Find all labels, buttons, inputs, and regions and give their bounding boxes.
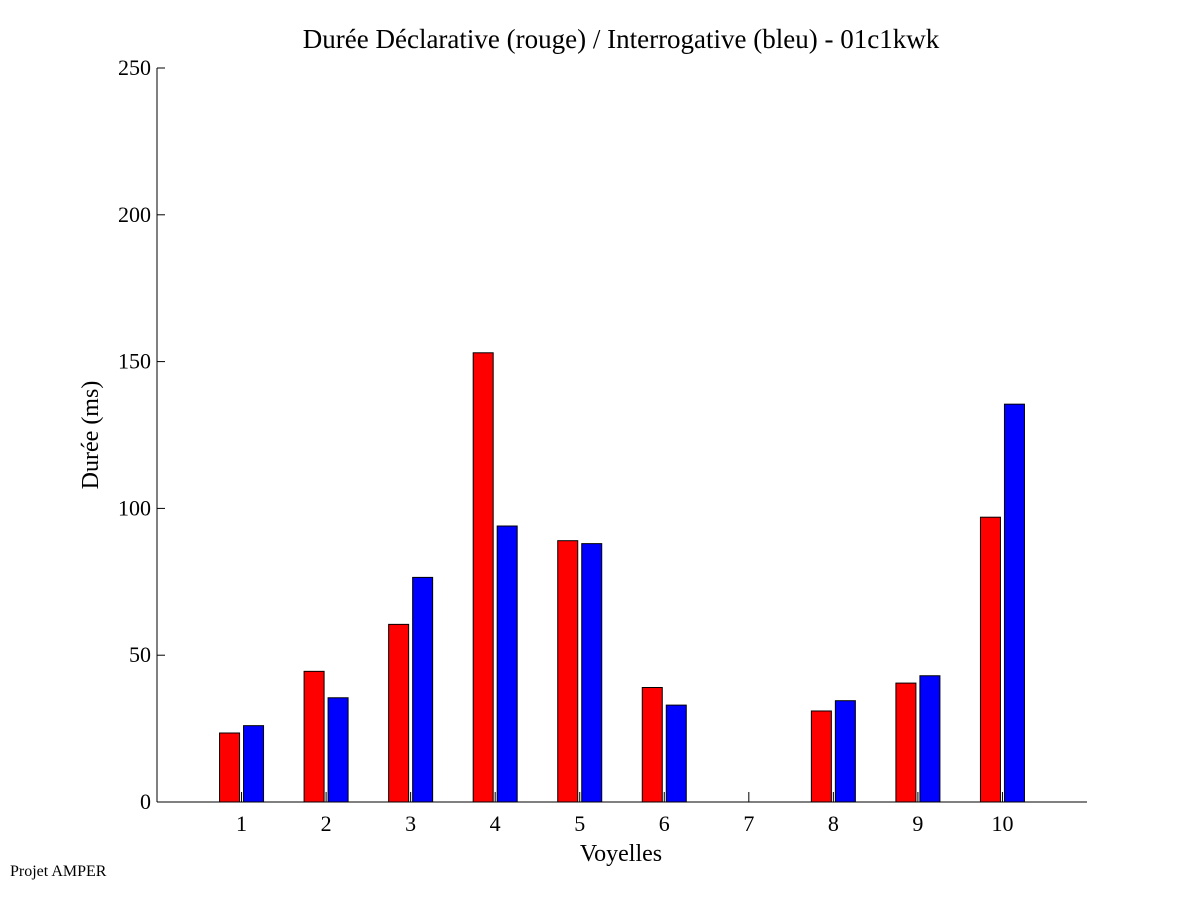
y-axis-label: Durée (ms) xyxy=(78,381,104,490)
bar-interrogative xyxy=(834,700,856,803)
bar-declarative xyxy=(557,540,579,803)
y-tick-label: 250 xyxy=(118,55,151,80)
x-tick-label: 5 xyxy=(574,811,585,836)
bar-interrogative xyxy=(412,576,434,803)
bar-interrogative xyxy=(665,704,687,803)
y-tick-label: 100 xyxy=(118,495,151,520)
bar-declarative xyxy=(219,732,241,803)
plot-area: 0 50 100 150 200 250 1 2 3 4 5 6 7 8 9 10 xyxy=(118,55,1087,836)
bar-declarative xyxy=(472,352,494,803)
y-tick-label: 200 xyxy=(118,202,151,227)
chart-title: Durée Déclarative (rouge) / Interrogativ… xyxy=(303,24,940,54)
bar-interrogative xyxy=(919,675,941,803)
bar-declarative xyxy=(895,682,917,803)
bar-interrogative xyxy=(327,697,349,803)
x-tick-label: 1 xyxy=(236,811,247,836)
bar-declarative xyxy=(388,623,410,803)
x-tick-label: 7 xyxy=(743,811,754,836)
x-tick-label: 2 xyxy=(321,811,332,836)
bar-interrogative xyxy=(1003,403,1025,803)
footer-note: Projet AMPER xyxy=(10,863,107,880)
x-tick-label: 3 xyxy=(405,811,416,836)
x-tick-label: 6 xyxy=(659,811,670,836)
x-tick-label: 8 xyxy=(828,811,839,836)
bar-interrogative xyxy=(243,725,265,803)
x-axis-label: Voyelles xyxy=(580,841,662,867)
bar-declarative xyxy=(641,686,663,803)
bar-declarative xyxy=(810,710,832,803)
x-tick-label: 10 xyxy=(991,811,1013,836)
y-tick-label: 50 xyxy=(129,642,151,667)
x-tick-label: 4 xyxy=(490,811,501,836)
x-tick-label: 9 xyxy=(912,811,923,836)
bar-declarative xyxy=(979,516,1001,803)
y-tick-label: 0 xyxy=(140,789,151,814)
bar-interrogative xyxy=(581,543,603,803)
bar-interrogative xyxy=(496,525,518,803)
y-tick-label: 150 xyxy=(118,349,151,374)
bar-declarative xyxy=(303,670,325,803)
